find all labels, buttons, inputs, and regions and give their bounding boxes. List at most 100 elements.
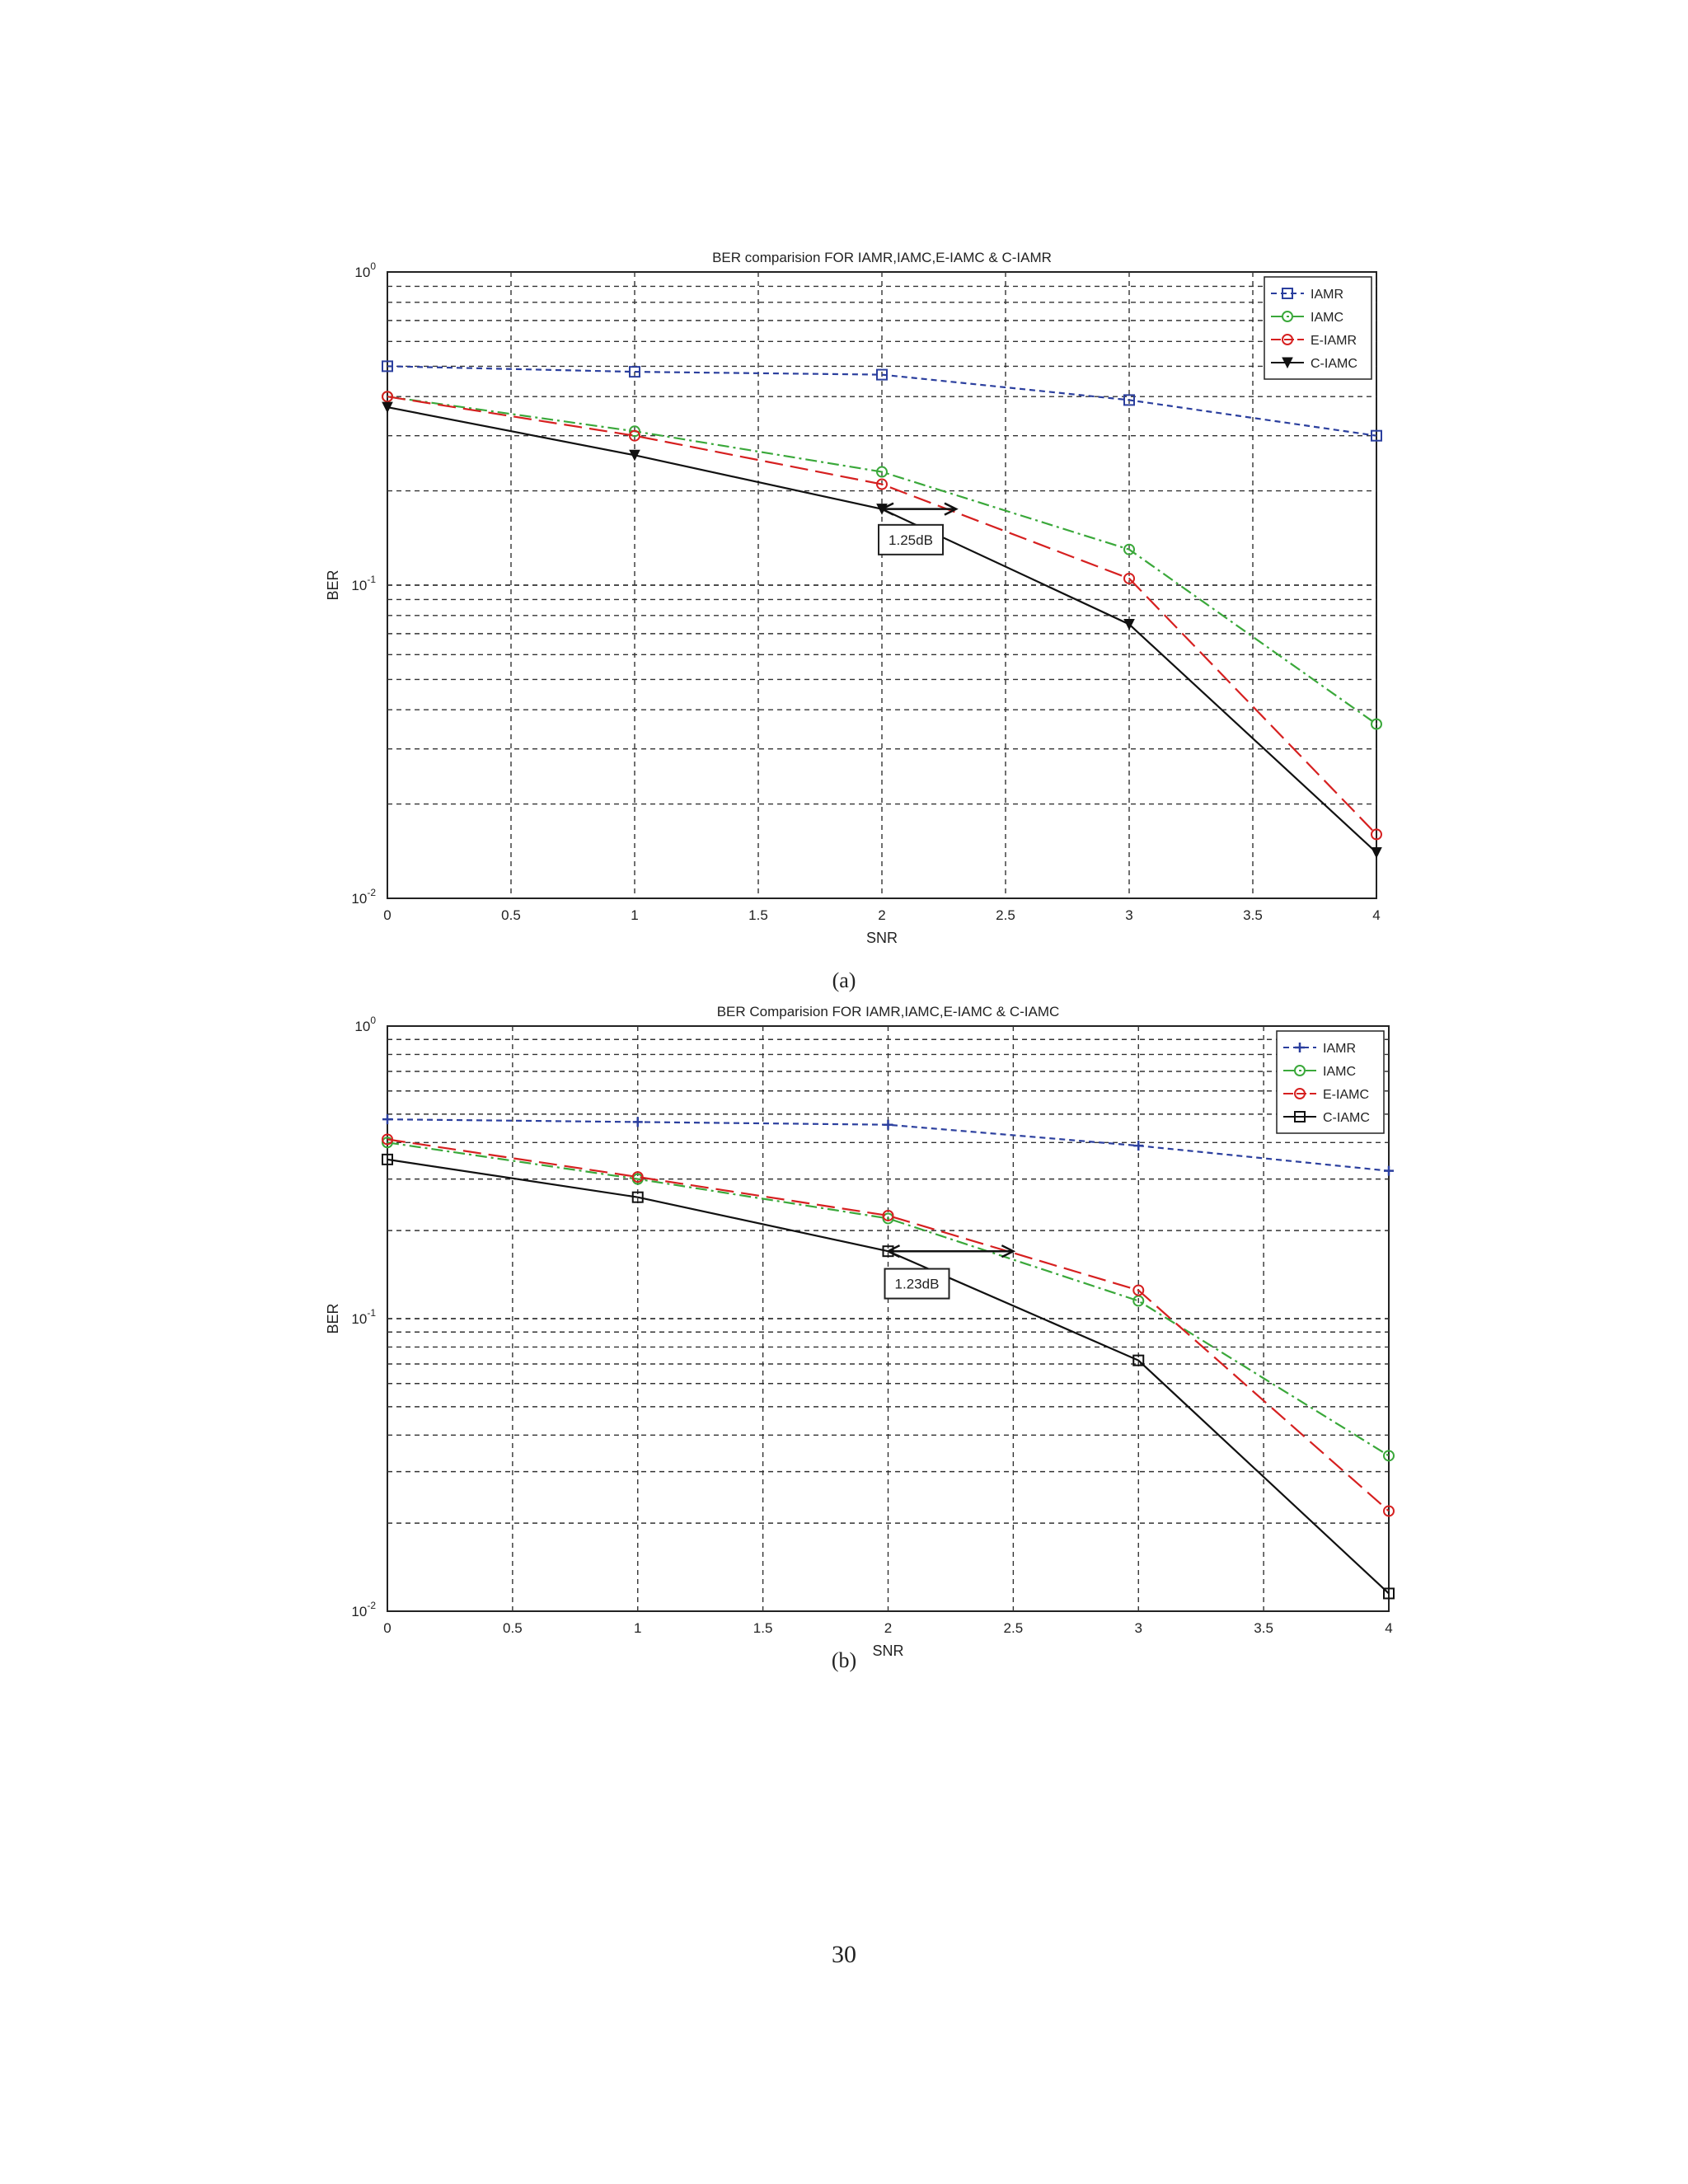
chart-b-xtick-label: 4 [1385, 1620, 1392, 1636]
chart-a-annotation-label: 1.25dB [889, 532, 933, 548]
chart-b-xtick-label: 0 [383, 1620, 391, 1636]
chart-a-legend-marker [1282, 357, 1293, 369]
chart-a-xtick-label: 1.5 [748, 907, 768, 923]
chart-b-legend: IAMR IAMC E-IAMC C-IAMC [1276, 1030, 1385, 1134]
chart-a-series-iamr-point [382, 360, 393, 373]
caption-a: (a) [832, 968, 856, 992]
chart-b-series-iamr-point [632, 1117, 643, 1127]
chart-b-xtick-label: 1.5 [753, 1620, 773, 1636]
chart-a-title: BER comparision FOR IAMR,IAMC,E-IAMC & C… [712, 250, 1052, 265]
chart-b-legend-label: C-IAMC [1323, 1111, 1370, 1125]
chart-a-legend-marker [1282, 334, 1293, 345]
chart-b-series-e-iamc-point [382, 1133, 393, 1146]
chart-b-ylabel: BER [325, 1303, 341, 1333]
chart-a-ytick-label: 10-1 [351, 574, 376, 593]
chart-a-annotation-arrowhead-right [944, 502, 959, 516]
chart-b-svg: BER Comparision FOR IAMR,IAMC,E-IAMC & C… [325, 1004, 1395, 1659]
chart-a-xlabel: SNR [866, 930, 898, 946]
chart-b-xtick-label: 0.5 [503, 1620, 523, 1636]
chart-b-xtick-label: 3 [1135, 1620, 1142, 1636]
chart-b-legend-label: IAMC [1323, 1065, 1356, 1079]
chart-b-series-iamr-point [1133, 1141, 1144, 1151]
chart-b-series-iamc-point [1383, 1450, 1395, 1462]
chart-a-series-iamr-line [387, 365, 1377, 437]
chart-b-legend-marker [1294, 1088, 1306, 1099]
chart-b-xtick-label: 2 [884, 1620, 892, 1636]
chart-b-series-c-iamc-point [382, 1153, 393, 1165]
chart-b-annotation-arrowhead-right [1001, 1244, 1016, 1258]
chart-a-xtick-label: 1 [631, 907, 638, 923]
chart-b-series-e-iamc-point [631, 1171, 644, 1183]
chart-a-series-iamc-point [1123, 543, 1135, 555]
chart-a-legend-label: E-IAMR [1311, 334, 1357, 348]
chart-a-series-e-iamr [382, 391, 1382, 841]
chart-b-series-c-iamc-point [1383, 1587, 1395, 1600]
chart-a-legend-label: C-IAMC [1311, 357, 1357, 371]
chart-a-xtick-label: 3.5 [1243, 907, 1263, 923]
chart-a-legend-marker [1282, 311, 1293, 322]
chart-a-series-e-iamr-line [387, 396, 1377, 836]
chart-b-series-iamc-point [382, 1137, 393, 1149]
chart-a-series-e-iamr-point [1123, 572, 1135, 584]
chart-a-ytick-label: 100 [354, 260, 376, 280]
chart-a-xtick-label: 2 [878, 907, 885, 923]
chart-b-ytick-label: 10-2 [351, 1600, 376, 1619]
chart-a-legend-marker [1282, 288, 1293, 299]
chart-b-annotation: 1.23dB [884, 1244, 1016, 1300]
chart-a-series-e-iamr-point [876, 478, 888, 490]
page-number: 30 [832, 1941, 856, 1968]
chart-b-ytick-label: 10-1 [351, 1307, 376, 1327]
chart-a-legend-label: IAMC [1311, 311, 1343, 325]
chart-a-series-e-iamr-point [1371, 828, 1382, 841]
chart-a-xtick-label: 0.5 [501, 907, 521, 923]
chart-b-series-iamr [382, 1114, 1394, 1176]
chart-a-series-iamc-point [876, 466, 888, 478]
chart-a-xtick-label: 0 [383, 907, 391, 923]
chart-a-series-c-iamc-point [1371, 846, 1382, 859]
chart-b-annotation-label: 1.23dB [895, 1277, 940, 1292]
chart-b-xtick-label: 3.5 [1254, 1620, 1273, 1636]
chart-b-series-c-iamc-point [631, 1191, 644, 1203]
chart-b-legend-marker [1294, 1065, 1306, 1076]
chart-a-legend-label: IAMR [1311, 288, 1343, 302]
chart-b-legend-label: IAMR [1323, 1042, 1356, 1056]
caption-b: (b) [831, 1648, 857, 1672]
chart-b-series-e-iamc-point [882, 1209, 894, 1221]
chart-a-annotation-arrowhead-left [879, 502, 894, 516]
chart-a: BER comparision FOR IAMR,IAMC,E-IAMC & C… [325, 243, 1418, 952]
chart-b-grid [387, 1026, 1389, 1611]
chart-b-series-iamr-point [883, 1119, 893, 1130]
chart-b-legend-marker [1295, 1043, 1305, 1052]
chart-a-svg: BER comparision FOR IAMR,IAMC,E-IAMC & C… [325, 250, 1382, 946]
chart-a-annotation: 1.25dB [878, 502, 959, 555]
chart-b-xlabel: SNR [872, 1643, 903, 1659]
chart-a-ytick-label: 10-2 [351, 887, 376, 907]
chart-b-annotation-box [884, 1268, 950, 1300]
chart-a-series-iamr-point [876, 368, 888, 381]
chart-b-series-iamr-line [387, 1118, 1390, 1172]
chart-a-series-e-iamr-point [382, 391, 393, 403]
chart-a-legend: IAMR IAMC E-IAMR C-IAMC [1264, 276, 1372, 380]
chart-a-series-c-iamc-point [382, 401, 393, 414]
chart-b-series-c-iamc-point [1132, 1354, 1145, 1366]
chart-a-annotation-box [878, 523, 944, 555]
chart-b-xtick-label: 1 [634, 1620, 641, 1636]
chart-a-series-c-iamc-point [1123, 618, 1135, 630]
chart-a-xtick-label: 2.5 [996, 907, 1015, 923]
chart-b-title: BER Comparision FOR IAMR,IAMC,E-IAMC & C… [717, 1004, 1060, 1019]
chart-b-annotation-arrowhead-left [885, 1244, 901, 1258]
chart-a-series-iamc-line [387, 396, 1377, 725]
chart-b: BER Comparision FOR IAMR,IAMC,E-IAMC & C… [325, 993, 1418, 1659]
chart-b-series-e-iamc-line [387, 1138, 1390, 1512]
chart-a-series-e-iamr-point [629, 429, 640, 442]
chart-a-series-iamc-point [1371, 718, 1382, 730]
chart-a-ylabel: BER [325, 569, 341, 600]
chart-a-series-c-iamc-point [629, 449, 640, 462]
chart-b-series-iamr-point [382, 1114, 392, 1125]
chart-b-legend-label: E-IAMC [1323, 1088, 1369, 1102]
chart-b-series-e-iamc-point [1132, 1284, 1145, 1296]
chart-b-series-e-iamc-point [1383, 1505, 1395, 1517]
chart-a-series-iamc-point [629, 425, 640, 438]
chart-a-xtick-label: 4 [1372, 907, 1380, 923]
chart-b-ytick-label: 100 [354, 1015, 376, 1034]
